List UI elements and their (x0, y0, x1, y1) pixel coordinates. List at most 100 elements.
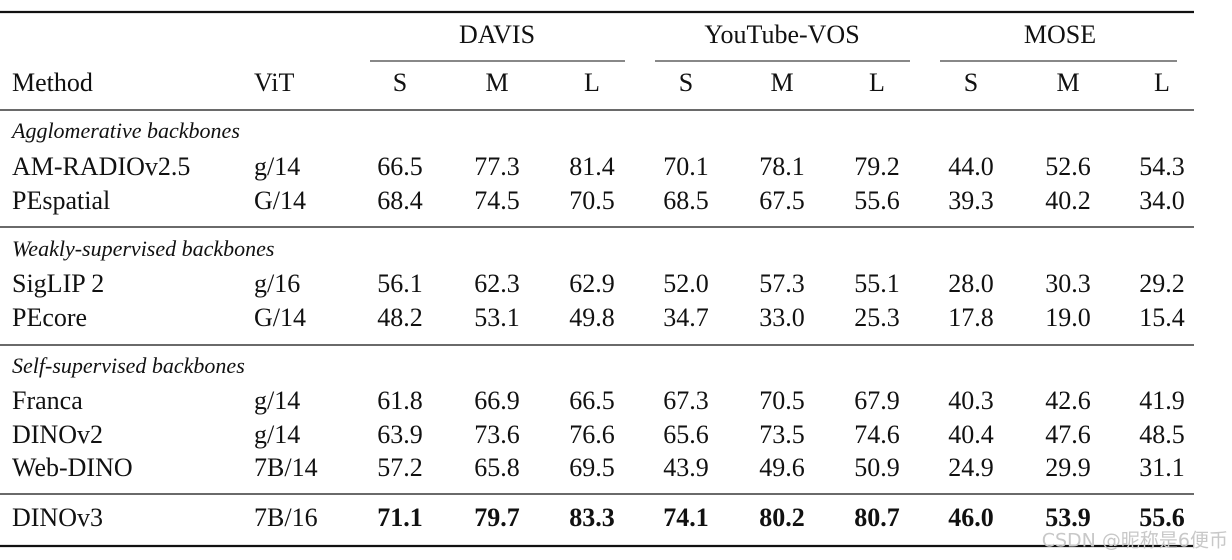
section-label: Agglomerative backbones (10, 118, 240, 143)
value-cell: 74.5 (474, 186, 520, 215)
value-cell: 79.7 (474, 503, 520, 532)
group-header: MOSE (1024, 20, 1096, 49)
value-cell: 57.3 (759, 269, 805, 298)
value-cell: 56.1 (377, 269, 423, 298)
value-cell: 68.5 (663, 186, 709, 215)
value-cell: 73.5 (759, 420, 805, 449)
value-cell: 55.1 (854, 269, 900, 298)
value-cell: 50.9 (854, 453, 900, 482)
vit-cell: g/14 (254, 420, 300, 449)
column-header: S (679, 68, 693, 97)
value-cell: 76.6 (569, 420, 615, 449)
value-cell: 29.2 (1139, 269, 1185, 298)
value-cell: 83.3 (569, 503, 615, 532)
column-header: S (964, 68, 978, 97)
value-cell: 52.0 (663, 269, 709, 298)
value-cell: 46.0 (948, 503, 994, 532)
value-cell: 67.5 (759, 186, 805, 215)
value-cell: 40.2 (1045, 186, 1091, 215)
value-cell: 40.4 (948, 420, 994, 449)
value-cell: 70.5 (569, 186, 615, 215)
value-cell: 67.3 (663, 386, 709, 415)
value-cell: 66.5 (377, 152, 423, 181)
value-cell: 41.9 (1139, 386, 1185, 415)
value-cell: 40.3 (948, 386, 994, 415)
value-cell: 80.2 (759, 503, 805, 532)
method-cell: DINOv2 (12, 420, 103, 449)
value-cell: 34.0 (1139, 186, 1185, 215)
value-cell: 71.1 (377, 503, 423, 532)
method-cell: Franca (12, 386, 83, 415)
value-cell: 19.0 (1045, 303, 1091, 332)
value-cell: 49.8 (569, 303, 615, 332)
value-cell: 77.3 (474, 152, 520, 181)
value-cell: 70.1 (663, 152, 709, 181)
value-cell: 53.9 (1045, 503, 1091, 532)
vit-cell: 7B/14 (254, 453, 318, 482)
column-header: M (485, 68, 508, 97)
value-cell: 57.2 (377, 453, 423, 482)
vit-cell: G/14 (254, 186, 306, 215)
column-header: ViT (254, 68, 294, 97)
column-header: L (1154, 68, 1170, 97)
value-cell: 17.8 (948, 303, 994, 332)
value-cell: 73.6 (474, 420, 520, 449)
value-cell: 80.7 (854, 503, 900, 532)
column-header: M (770, 68, 793, 97)
column-header: Method (12, 68, 93, 97)
value-cell: 66.9 (474, 386, 520, 415)
value-cell: 48.5 (1139, 420, 1185, 449)
value-cell: 15.4 (1139, 303, 1185, 332)
method-cell: PEspatial (12, 186, 110, 215)
column-header: L (869, 68, 885, 97)
value-cell: 42.6 (1045, 386, 1091, 415)
value-cell: 74.6 (854, 420, 900, 449)
value-cell: 74.1 (663, 503, 709, 532)
vit-cell: 7B/16 (254, 503, 318, 532)
value-cell: 39.3 (948, 186, 994, 215)
value-cell: 78.1 (759, 152, 805, 181)
value-cell: 69.5 (569, 453, 615, 482)
value-cell: 47.6 (1045, 420, 1091, 449)
value-cell: 25.3 (854, 303, 900, 332)
vit-cell: g/16 (254, 269, 300, 298)
method-cell: AM-RADIOv2.5 (12, 152, 190, 181)
method-cell: PEcore (12, 303, 87, 332)
group-header: YouTube-VOS (704, 20, 859, 49)
value-cell: 65.6 (663, 420, 709, 449)
value-cell: 53.1 (474, 303, 520, 332)
column-header: L (584, 68, 600, 97)
value-cell: 31.1 (1139, 453, 1185, 482)
watermark: CSDN @昵称是6便币 (1042, 530, 1228, 552)
value-cell: 79.2 (854, 152, 900, 181)
section-label: Weakly-supervised backbones (12, 236, 275, 261)
value-cell: 55.6 (1139, 503, 1185, 532)
method-cell: Web-DINO (12, 453, 133, 482)
method-cell: SigLIP 2 (12, 269, 104, 298)
value-cell: 62.3 (474, 269, 520, 298)
value-cell: 68.4 (377, 186, 423, 215)
vit-cell: g/14 (254, 152, 300, 181)
group-header: DAVIS (459, 20, 535, 49)
value-cell: 28.0 (948, 269, 994, 298)
method-cell: DINOv3 (12, 503, 103, 532)
value-cell: 63.9 (377, 420, 423, 449)
value-cell: 54.3 (1139, 152, 1185, 181)
column-header: M (1056, 68, 1079, 97)
value-cell: 61.8 (377, 386, 423, 415)
value-cell: 30.3 (1045, 269, 1091, 298)
vit-cell: g/14 (254, 386, 300, 415)
value-cell: 67.9 (854, 386, 900, 415)
value-cell: 52.6 (1045, 152, 1091, 181)
value-cell: 81.4 (569, 152, 615, 181)
section-label: Self-supervised backbones (12, 353, 245, 378)
value-cell: 43.9 (663, 453, 709, 482)
value-cell: 70.5 (759, 386, 805, 415)
value-cell: 49.6 (759, 453, 805, 482)
value-cell: 65.8 (474, 453, 520, 482)
value-cell: 34.7 (663, 303, 709, 332)
value-cell: 62.9 (569, 269, 615, 298)
value-cell: 55.6 (854, 186, 900, 215)
value-cell: 33.0 (759, 303, 805, 332)
